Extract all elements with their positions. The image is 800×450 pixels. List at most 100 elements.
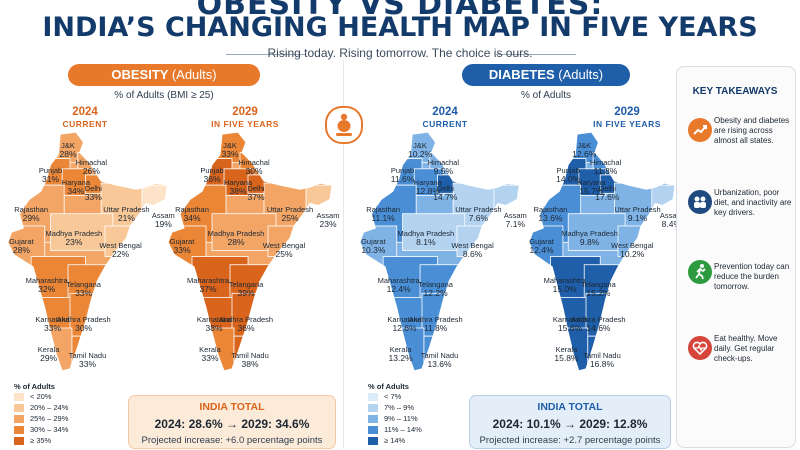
subtitle: Rising today. Rising tomorrow. The choic… [267,46,533,60]
state-name: Maharashtra [25,275,68,285]
state-value: 23% [65,237,83,248]
state-label: Madhya Pradesh 8.1% [398,230,455,247]
map-outline [528,131,676,372]
state-name: Madhya Pradesh [45,229,103,239]
state-label: Maharashtra 12.4% [378,276,420,293]
state-value: 15.6% [557,322,583,333]
state-name: Karnataka [196,314,232,324]
state-name: Delhi [598,184,616,194]
state-value: 25% [275,249,293,260]
diabetes-map-svg [359,131,520,372]
obesity-pill-sub: (Adults) [171,67,217,82]
state-value: 34% [183,212,201,223]
state-name: Andhra Pradesh [218,314,274,324]
state-label: Punjab 14.0% [556,165,581,184]
state-label: Tamil Nadu 38% [231,352,269,370]
obesity-legend-item: 20% – 24% [14,402,104,413]
state-value: 33% [84,192,102,203]
obesity-legend-swatch [14,414,24,423]
state-name: Gujarat [529,237,554,247]
diabetes-pill-label: DIABETES [488,67,555,82]
state-label: Madhya Pradesh 23% [45,229,103,248]
state-name: Kerala [37,345,60,355]
state-label: Uttar Pradesh 21% [103,204,150,223]
diabetes-2024-year: 2024 [432,106,458,118]
state-name: Himachal [427,157,460,167]
state-label: J&K 33% [221,141,239,160]
diabetes-total-values: 2024: 10.1% → 2029: 12.8% [470,417,670,431]
state-label: Karnataka 15.6% [553,315,587,333]
state-label: Himachal 9.5% [427,157,460,176]
state-label: Himachal 11.8% [590,158,621,175]
diabetes-2029-map: J&K 12.6% Himachal 11.8% Punjab 14.0% Haryana 1… [522,128,683,378]
obesity-legend-label: ≥ 35% [30,436,52,445]
running-person-icon-graphic [695,264,706,280]
state-value: 14.0% [556,173,581,184]
obesity-legend-swatch [14,425,24,434]
state-label: J&K 12.6% [572,142,596,159]
state-label: Madhya Pradesh 9.8% [561,230,618,247]
state-value: 33% [201,353,219,364]
obesity-legend-item: ≥ 35% [14,435,104,446]
diabetes-total-arrow: → [564,417,576,431]
obesity-legend-swatch [14,403,24,412]
state-name: Maharashtra [543,275,586,285]
state-value: 31% [42,173,60,184]
obesity-2024-sub: CURRENT [62,119,108,129]
state-label: Kerala 33% [199,346,221,364]
obesity-legend: % of Adults < 20% 20% – 24% 25% – 29% 30% –… [14,382,104,446]
state-value: 38% [241,359,259,370]
state-label: Gujarat 10.3% [361,238,386,255]
state-name: Uttar Pradesh [103,204,150,214]
heart-pulse-icon [688,336,712,360]
state-name: Uttar Pradesh [455,204,502,214]
state-value: 9.5% [433,165,454,176]
trend-up-icon [688,118,712,142]
state-label: Assam 19% [152,211,175,228]
diabetes-legend-item: ≥ 14% [368,435,458,446]
state-label: Uttar Pradesh 7.6% [455,204,502,222]
state-name: Himachal [238,157,270,167]
state-value: 16.8% [589,359,615,370]
state-label: Andhra Pradesh 36% [218,314,274,332]
person-scale-icon [325,106,363,144]
diabetes-pill: DIABETES (Adults) [462,64,630,86]
state-label: Telangana 33% [66,281,101,298]
state-label: Uttar Pradesh 25% [266,204,314,222]
state-name: Uttar Pradesh [266,204,314,214]
state-value: 10.2% [407,149,433,160]
state-value: 14.6% [586,322,611,333]
state-label: Assam 23% [317,211,340,228]
state-value: 21% [117,212,135,223]
person-scale-icon-graphic [336,113,352,136]
diabetes-projection: Projected increase: +2.7 percentage poin… [479,435,661,446]
state-name: Delhi [84,184,102,194]
obesity-total-arrow: → [226,417,238,431]
state-label: Haryana 34% [62,179,90,196]
state-label: Andhra Pradesh 30% [57,315,111,332]
subtitle-rule-left [226,54,306,55]
state-name: Punjab [556,165,580,175]
state-value: 33% [221,149,239,160]
diabetes-legend-label: ≥ 14% [384,436,406,445]
state-name: Haryana [577,178,606,188]
obesity-legend-label: < 20% [30,392,52,401]
obesity-measure: % of Adults (BMI ≥ 25) [114,90,214,101]
state-name: Assam [503,210,527,220]
state-value: 37% [199,283,217,294]
state-name: West Bengal [99,241,142,251]
state-name: J&K [223,141,237,151]
section-divider [343,60,344,448]
state-label: Himachal 30% [238,157,270,175]
state-name: West Bengal [611,241,654,251]
state-label: Rajasthan 11.1% [366,205,400,222]
state-value: 28% [227,237,245,248]
state-name: Andhra Pradesh [408,314,463,324]
state-label: Madhya Pradesh 28% [208,230,265,248]
diabetes-2029-header: 2029 IN FIVE YEARS [572,106,682,130]
state-name: Punjab [38,165,63,175]
state-value: 13.6% [427,359,452,370]
state-value: 39% [237,288,255,299]
state-region [402,213,466,251]
state-value: 33% [78,359,97,370]
